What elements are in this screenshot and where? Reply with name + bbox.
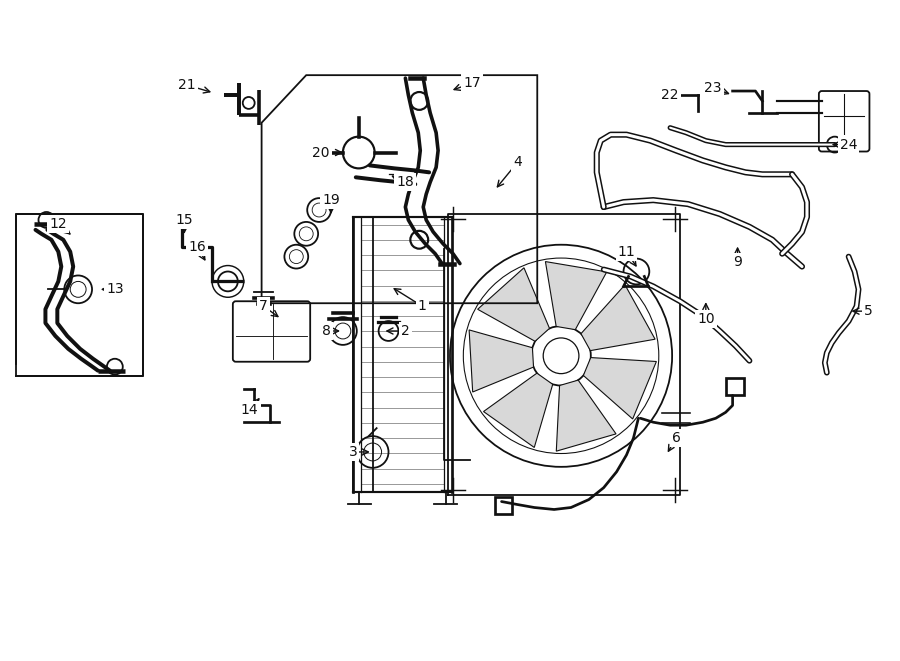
Text: 8: 8 xyxy=(321,324,330,338)
Text: 11: 11 xyxy=(617,245,635,258)
Text: 15: 15 xyxy=(176,213,194,227)
Circle shape xyxy=(531,326,590,385)
Bar xyxy=(495,496,512,514)
Text: 17: 17 xyxy=(463,76,481,90)
Polygon shape xyxy=(478,268,550,341)
Text: 20: 20 xyxy=(312,145,329,159)
Polygon shape xyxy=(483,373,553,447)
Text: 19: 19 xyxy=(322,193,340,207)
Text: 7: 7 xyxy=(259,299,268,313)
Text: 22: 22 xyxy=(662,88,679,102)
Text: 16: 16 xyxy=(188,240,206,254)
Polygon shape xyxy=(581,285,655,350)
Text: 23: 23 xyxy=(704,81,722,95)
Text: 3: 3 xyxy=(348,445,357,459)
Text: 14: 14 xyxy=(241,403,258,417)
Polygon shape xyxy=(556,380,616,451)
Text: 24: 24 xyxy=(840,137,858,151)
Polygon shape xyxy=(545,262,607,330)
Circle shape xyxy=(218,272,238,292)
Text: 21: 21 xyxy=(178,78,196,92)
Text: 12: 12 xyxy=(50,217,68,231)
Text: 9: 9 xyxy=(734,254,742,268)
Text: 18: 18 xyxy=(397,175,414,189)
Polygon shape xyxy=(583,358,656,419)
Text: 1: 1 xyxy=(418,299,427,313)
Text: 6: 6 xyxy=(671,431,680,445)
Text: 10: 10 xyxy=(697,312,715,326)
Circle shape xyxy=(107,359,122,375)
Text: 5: 5 xyxy=(864,304,873,318)
Text: 13: 13 xyxy=(106,282,123,296)
Circle shape xyxy=(39,212,54,228)
Bar xyxy=(725,377,743,395)
Text: 4: 4 xyxy=(513,155,522,169)
Polygon shape xyxy=(469,330,534,392)
Text: 2: 2 xyxy=(401,324,410,338)
